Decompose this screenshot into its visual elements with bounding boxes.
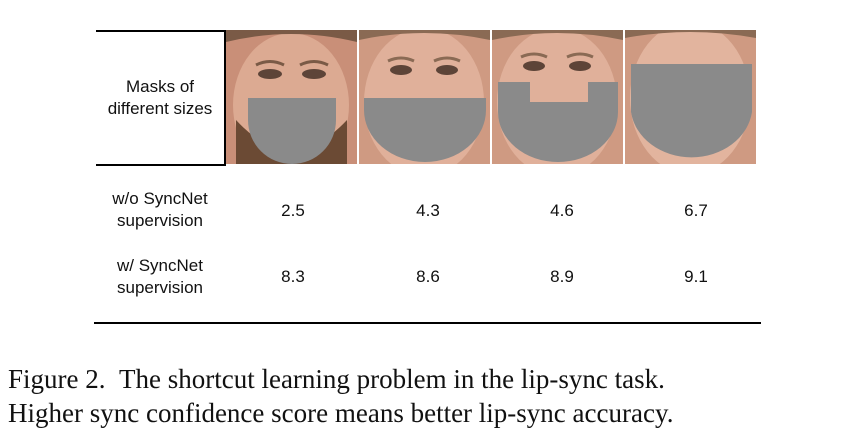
face-image-mask-1 [226, 30, 357, 164]
row-label-with-syncnet: w/ SyncNet supervision [117, 256, 203, 297]
figure-number: Figure 2. [8, 364, 106, 394]
table-bottom-rule [94, 322, 761, 324]
table-top-rule [96, 30, 226, 32]
table-vertical-rule [224, 30, 226, 166]
mask-size-label: Masks of different sizes [107, 77, 213, 118]
face-image-mask-2 [359, 30, 490, 164]
score-with-syncnet-mask-4: 9.1 [684, 267, 708, 286]
face-image-mask-3 [492, 30, 623, 164]
score-without-syncnet-mask-2: 4.3 [416, 201, 440, 220]
caption-line-2: Higher sync confidence score means bette… [8, 398, 674, 428]
table-header-rule [96, 164, 226, 166]
score-without-syncnet-mask-3: 4.6 [550, 201, 574, 220]
face-image-mask-4 [625, 30, 756, 164]
caption-line-1: Figure 2. The shortcut learning problem … [8, 362, 848, 396]
caption-text-1: The shortcut learning problem in the lip… [119, 364, 665, 394]
score-without-syncnet-mask-4: 6.7 [684, 201, 708, 220]
row-label-without-syncnet: w/o SyncNet supervision [112, 189, 208, 230]
score-with-syncnet-mask-2: 8.6 [416, 267, 440, 286]
score-with-syncnet-mask-3: 8.9 [550, 267, 574, 286]
figure-caption: Figure 2. The shortcut learning problem … [8, 362, 848, 430]
score-without-syncnet-mask-1: 2.5 [281, 201, 305, 220]
score-with-syncnet-mask-1: 8.3 [281, 267, 305, 286]
